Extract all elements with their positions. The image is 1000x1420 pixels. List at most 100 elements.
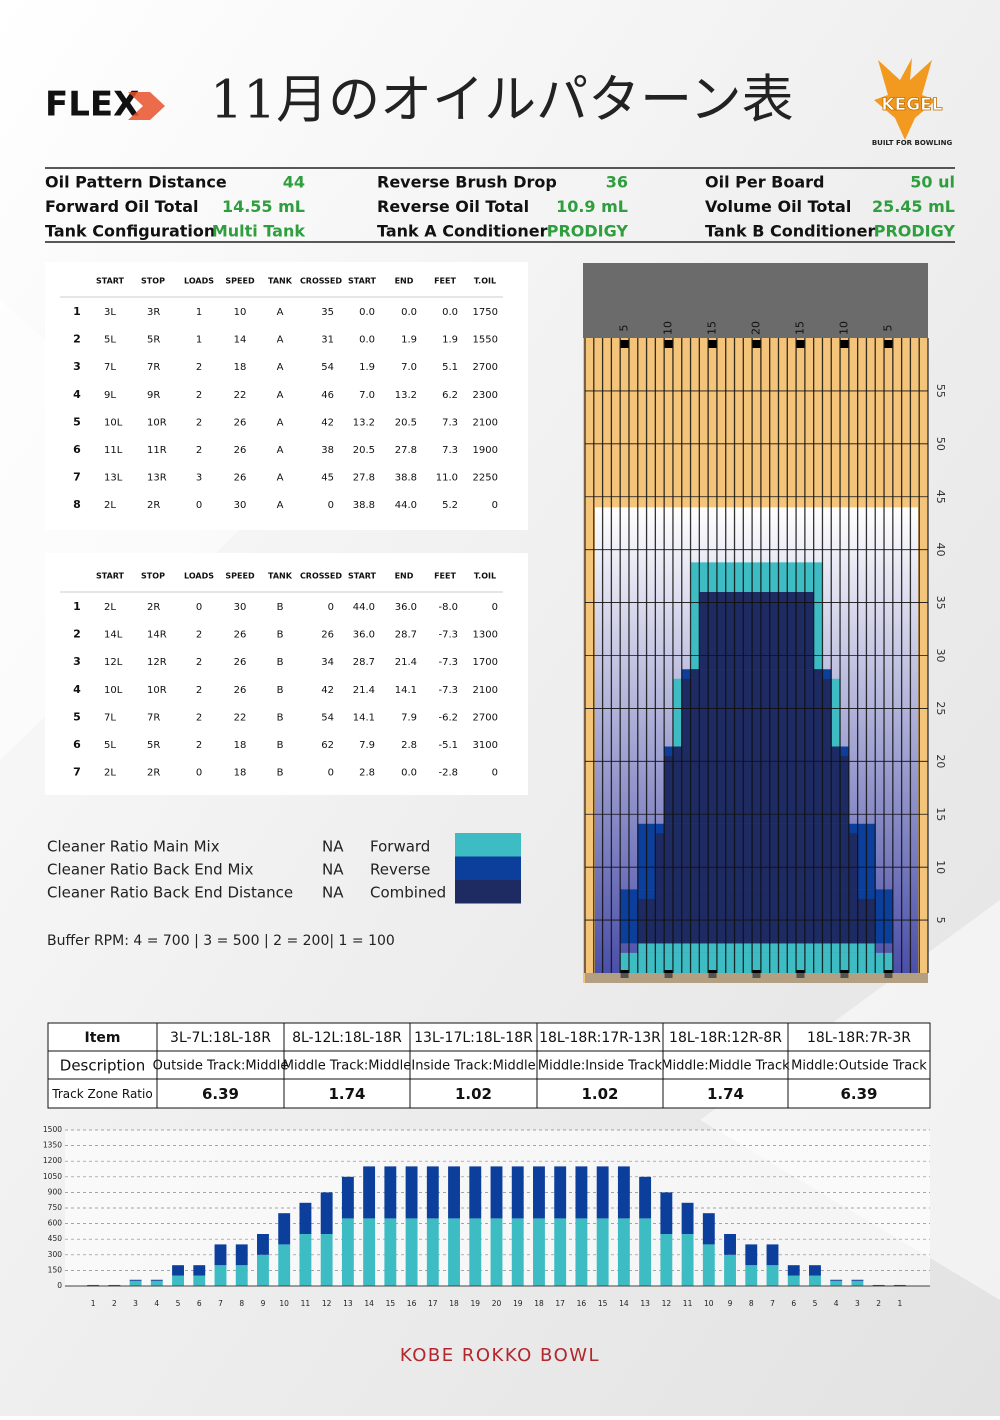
combined-oil: [690, 669, 823, 679]
bar-segment: [554, 1218, 567, 1286]
legend-swatch: [455, 856, 521, 880]
x-tick-label: 12: [322, 1299, 332, 1308]
table-cell: 0.0: [401, 768, 417, 779]
table-cell: 27.8: [395, 445, 417, 456]
table-cell: 3R: [147, 307, 160, 318]
table-cell: 2: [196, 657, 202, 668]
bar-segment: [851, 1280, 864, 1286]
x-tick-label: 16: [577, 1299, 587, 1308]
ratio-label: Cleaner Ratio Main Mix: [47, 838, 220, 856]
y-tick-label: 1500: [43, 1125, 62, 1134]
x-tick-label: 14: [619, 1299, 629, 1308]
y-tick-label: 0: [57, 1281, 62, 1290]
table-cell: 2: [196, 712, 202, 723]
legend-label: Forward: [370, 838, 430, 856]
bar-segment: [172, 1275, 184, 1286]
column-header: T.OIL: [474, 572, 496, 581]
distance-label: 50: [934, 437, 947, 451]
distance-label: 45: [934, 490, 947, 504]
table-cell: 38.8: [353, 500, 375, 511]
board-label: 15: [793, 321, 806, 335]
table-cell: B: [277, 630, 284, 641]
table-cell: 7.3: [442, 417, 458, 428]
table-cell: 2.8: [359, 768, 375, 779]
table-cell: 27.8: [353, 473, 375, 484]
table-cell: 2R: [147, 768, 160, 779]
x-tick-label: 3: [855, 1299, 860, 1308]
table-cell: -7.3: [438, 685, 458, 696]
table-cell: 2.8: [401, 740, 417, 751]
board-label: 20: [750, 321, 763, 335]
table-cell: A: [277, 417, 284, 428]
table-cell: 11.0: [436, 473, 458, 484]
combined-oil: [699, 592, 814, 670]
table-cell: 5.1: [442, 362, 458, 373]
x-tick-label: 16: [407, 1299, 417, 1308]
table-cell: 2L: [104, 500, 116, 511]
table-cell: A: [277, 335, 284, 346]
y-tick-label: 750: [48, 1203, 63, 1212]
x-tick-label: 6: [197, 1299, 202, 1308]
ratio-label: Cleaner Ratio Back End Distance: [47, 884, 293, 902]
table-cell: 1550: [473, 335, 498, 346]
zone-header: 8L-12L:18L-18R: [292, 1030, 402, 1046]
table-cell: 54: [321, 362, 334, 373]
zone-header: Item: [85, 1030, 121, 1046]
x-tick-label: 7: [770, 1299, 775, 1308]
table-cell: 0.0: [359, 335, 375, 346]
table-cell: 5.2: [442, 500, 458, 511]
table-cell: 26: [234, 685, 247, 696]
summary-value: 14.55 mL: [222, 197, 305, 216]
x-tick-label: 5: [176, 1299, 181, 1308]
column-header: LOADS: [184, 277, 214, 286]
table-cell: B: [277, 740, 284, 751]
bar-segment: [893, 1284, 906, 1286]
column-header: CROSSED: [300, 277, 342, 286]
zone-cell: Middle:Outside Track: [791, 1059, 927, 1074]
bar-segment: [405, 1166, 418, 1219]
bar-segment: [766, 1244, 779, 1266]
x-tick-label: 9: [728, 1299, 733, 1308]
summary-value: PRODIGY: [547, 222, 629, 241]
table-cell: 2: [196, 362, 202, 373]
x-tick-label: 13: [343, 1299, 353, 1308]
row-index: 5: [73, 710, 81, 723]
table-cell: 10R: [147, 685, 167, 696]
bar-segment: [320, 1192, 333, 1234]
bar-segment: [150, 1280, 163, 1286]
zone-cell: 6.39: [840, 1085, 877, 1103]
brand-tagline: BUILT FOR BOWLING: [872, 139, 953, 147]
x-tick-label: 9: [261, 1299, 266, 1308]
row-index: 3: [73, 360, 81, 373]
row-index: 2: [73, 333, 81, 346]
summary-value: PRODIGY: [874, 222, 956, 241]
table-cell: 14.1: [353, 712, 375, 723]
table-cell: 11L: [104, 445, 123, 456]
table-cell: 34: [321, 657, 334, 668]
table-cell: 18: [234, 362, 247, 373]
bar-segment: [469, 1166, 482, 1219]
legend-swatch: [455, 880, 521, 904]
legend-label: Reverse: [370, 861, 430, 879]
bar-segment: [87, 1284, 100, 1286]
table-cell: 0: [328, 768, 334, 779]
zone-header: 18L-18R:7R-3R: [807, 1030, 911, 1046]
board-label: 10: [837, 321, 850, 335]
table-cell: 0: [196, 602, 202, 613]
combined-oil: [637, 898, 876, 944]
table-cell: B: [277, 685, 284, 696]
table-cell: 42: [321, 685, 334, 696]
table-cell: 2700: [473, 712, 498, 723]
table-cell: 0.0: [359, 307, 375, 318]
table-cell: 22: [234, 390, 247, 401]
summary-label: Tank B Conditioner: [705, 222, 875, 241]
reverse-panel: [45, 553, 528, 795]
bar-segment: [575, 1166, 588, 1219]
table-cell: 14: [234, 335, 247, 346]
bar-segment: [554, 1166, 567, 1219]
table-cell: 0: [328, 500, 334, 511]
zone-cell: Middle:Middle Track: [661, 1059, 790, 1074]
table-cell: -8.0: [438, 602, 458, 613]
logo-mark: [128, 92, 165, 120]
board-arrow: [708, 340, 717, 348]
